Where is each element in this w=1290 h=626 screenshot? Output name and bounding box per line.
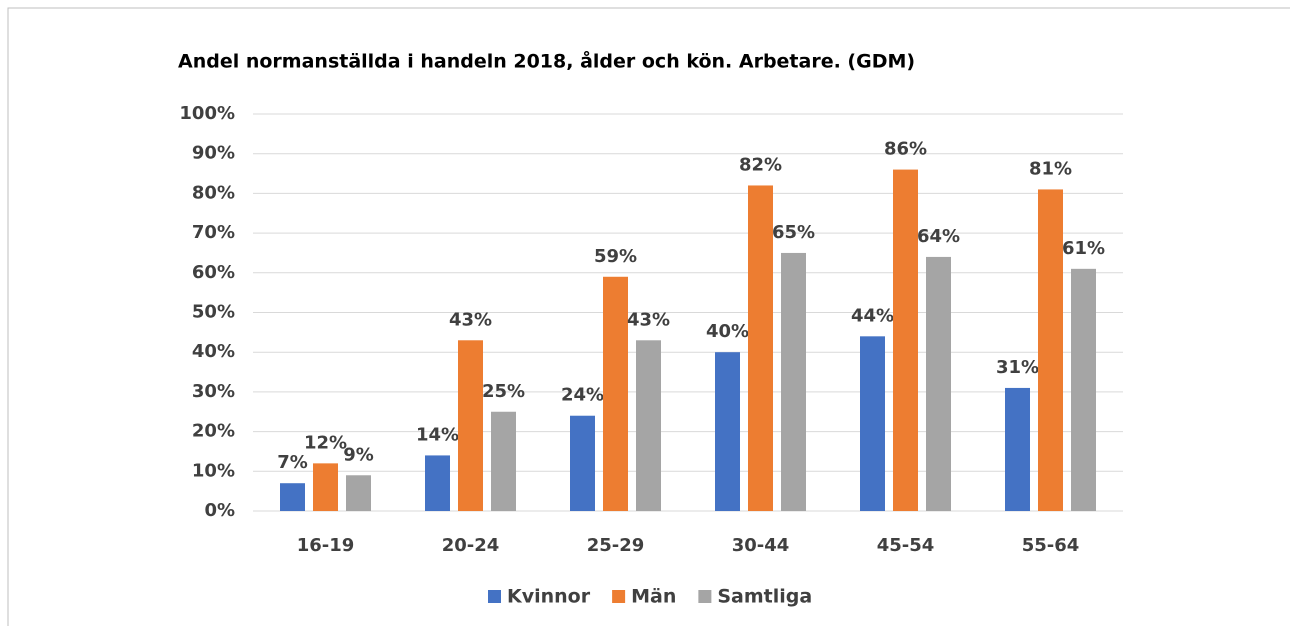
data-label: 9% (343, 444, 374, 465)
y-tick-label: 20% (192, 421, 235, 442)
y-tick-label: 100% (179, 103, 235, 124)
data-label: 43% (627, 309, 670, 330)
data-label: 65% (772, 222, 815, 243)
data-label: 25% (482, 381, 525, 402)
y-tick-label: 50% (192, 302, 235, 323)
data-label: 86% (884, 139, 927, 160)
bar (491, 411, 516, 511)
data-label: 12% (304, 432, 347, 453)
bar (313, 463, 338, 511)
y-tick-label: 30% (192, 381, 235, 402)
y-tick-label: 60% (192, 262, 235, 283)
bar (458, 340, 483, 511)
bar (346, 475, 371, 511)
bar (715, 352, 740, 511)
y-tick-label: 70% (192, 222, 235, 243)
bar (1038, 189, 1063, 511)
data-label: 59% (594, 246, 637, 267)
data-label: 44% (851, 305, 894, 326)
bar (636, 340, 661, 511)
y-tick-label: 10% (192, 460, 235, 481)
bar (603, 276, 628, 511)
legend-label: Män (631, 586, 676, 608)
y-tick-label: 90% (192, 143, 235, 164)
x-tick-label: 30-44 (732, 535, 790, 556)
legend-label: Samtliga (717, 586, 812, 608)
x-tick-label: 25-29 (587, 535, 645, 556)
bar (781, 252, 806, 511)
chart-title: Andel normanställda i handeln 2018, ålde… (178, 49, 915, 73)
data-label: 64% (917, 226, 960, 247)
data-label: 82% (739, 154, 782, 175)
data-label: 43% (449, 309, 492, 330)
bar (570, 415, 595, 511)
bar (1005, 387, 1030, 511)
y-tick-label: 80% (192, 182, 235, 203)
y-tick-label: 0% (204, 500, 235, 521)
bar (1071, 268, 1096, 511)
data-label: 31% (996, 357, 1039, 378)
bar (280, 483, 305, 511)
x-tick-label: 45-54 (877, 535, 935, 556)
legend-swatch (488, 590, 501, 603)
bar (893, 169, 918, 511)
bar (926, 256, 951, 511)
x-tick-label: 20-24 (442, 535, 500, 556)
data-label: 61% (1062, 238, 1105, 259)
data-label: 7% (277, 452, 308, 473)
data-label: 81% (1029, 158, 1072, 179)
legend-label: Kvinnor (507, 586, 591, 608)
data-label: 24% (561, 385, 604, 406)
data-label: 14% (416, 424, 459, 445)
data-label: 40% (706, 321, 749, 342)
x-tick-label: 16-19 (297, 535, 355, 556)
x-tick-label: 55-64 (1022, 535, 1080, 556)
legend-swatch (698, 590, 712, 603)
y-tick-label: 40% (192, 341, 235, 362)
legend-swatch (612, 590, 626, 603)
bar (748, 185, 773, 511)
bar (425, 455, 450, 511)
bar (860, 336, 885, 511)
frame (7, 7, 1290, 626)
